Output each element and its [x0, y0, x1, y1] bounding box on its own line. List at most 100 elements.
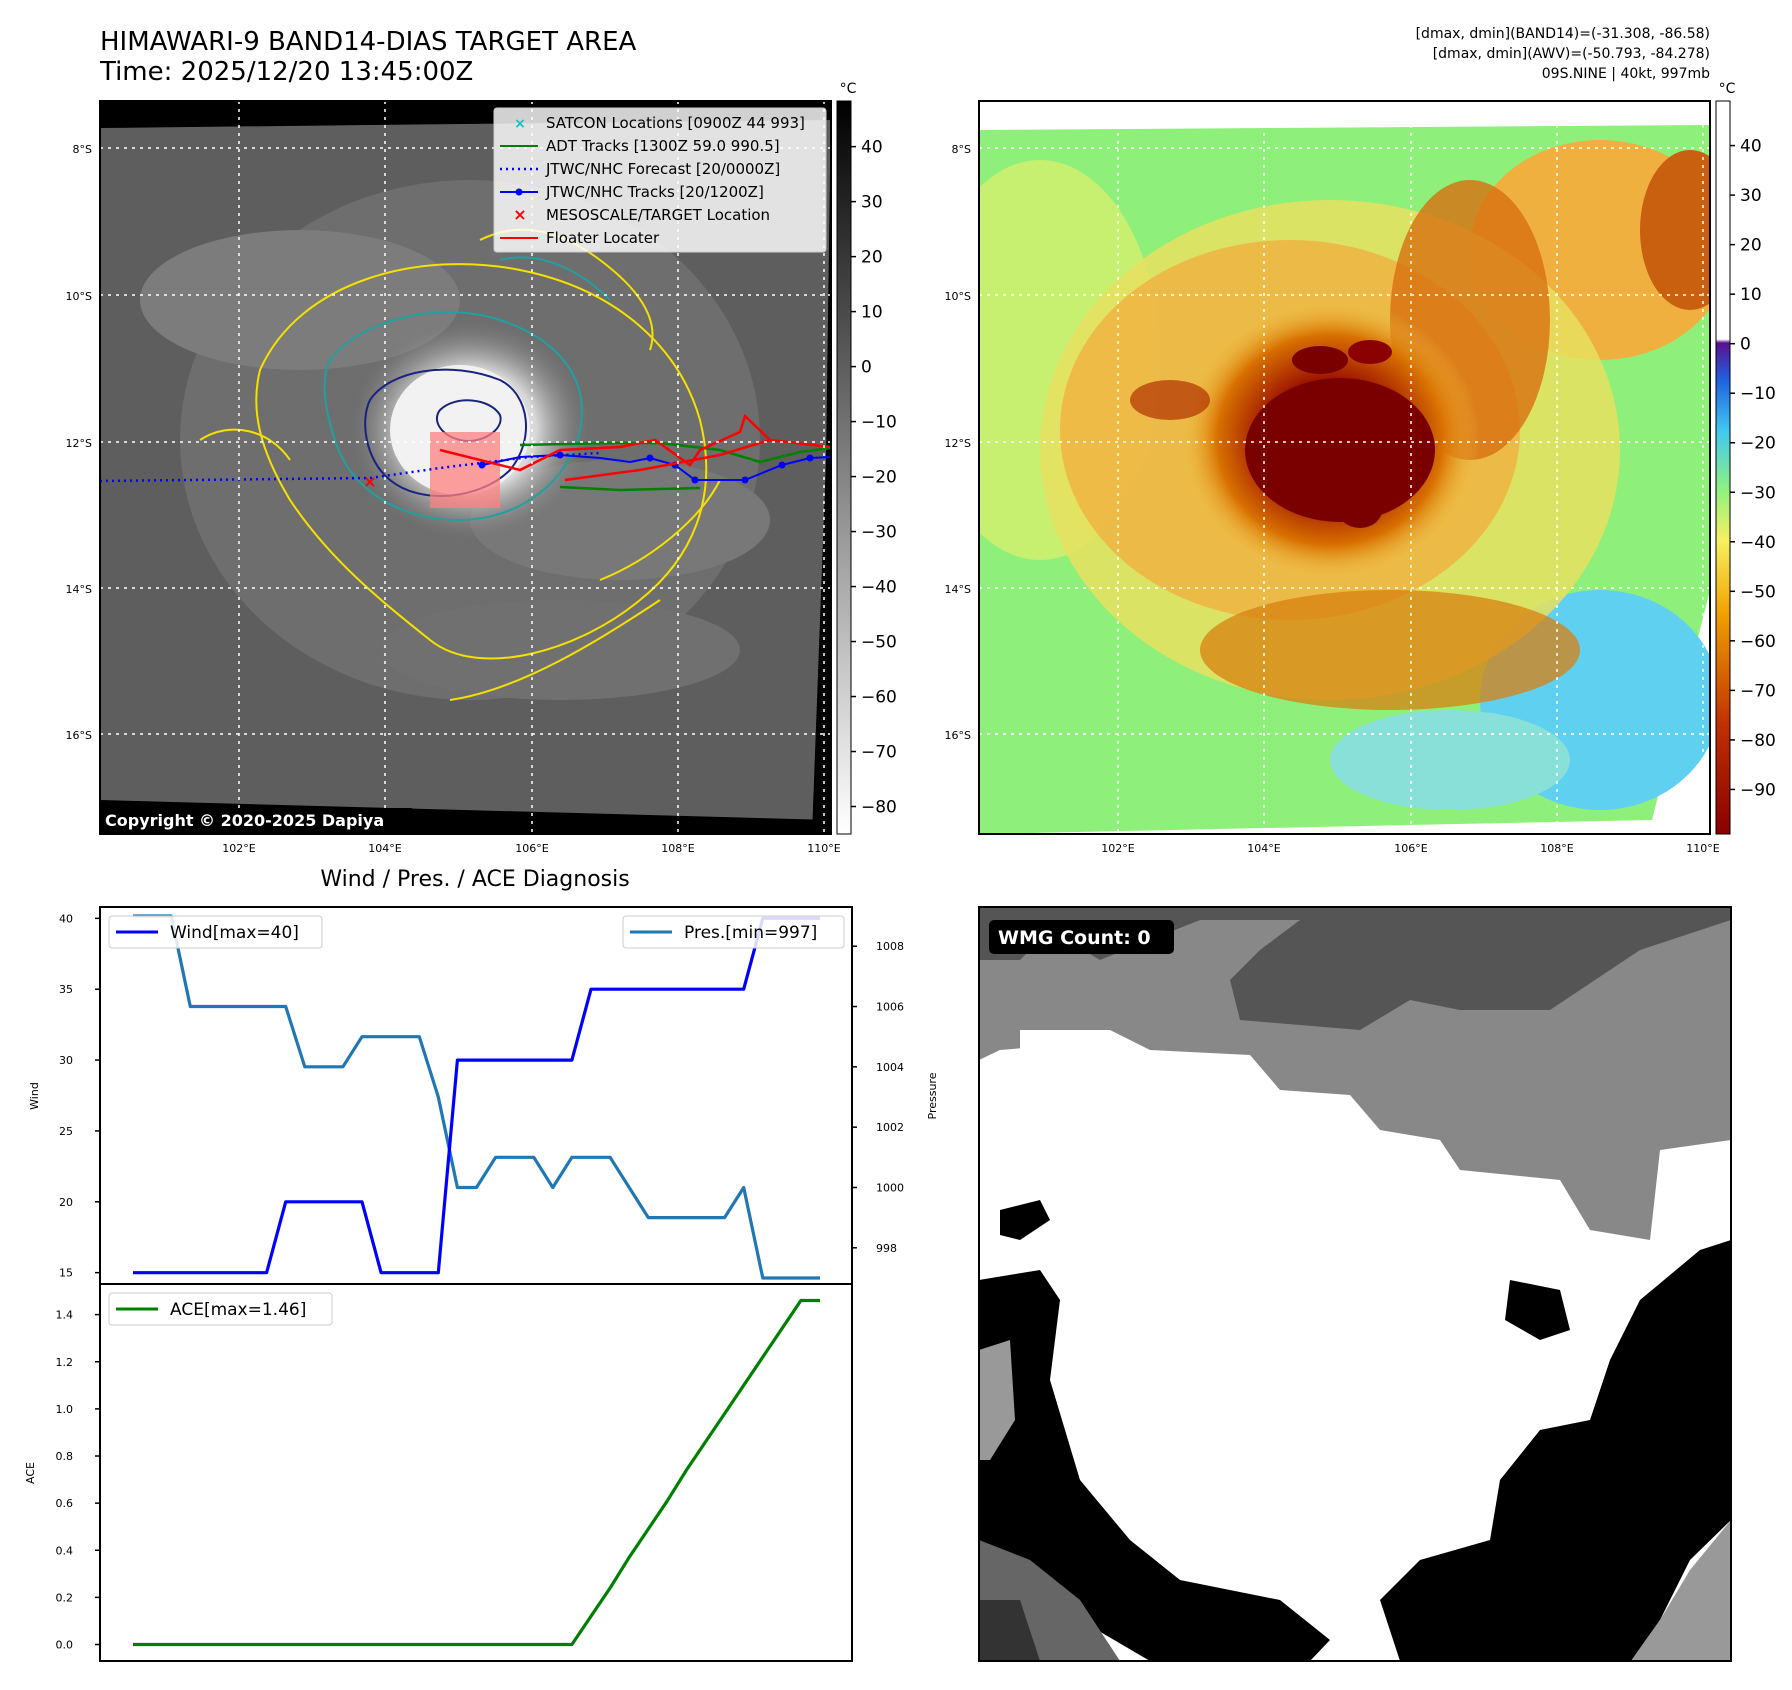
wind-tick-label: 25 — [59, 1125, 73, 1138]
figure-timestamp: Time: 2025/12/20 13:45:00Z — [99, 57, 473, 87]
lat-label: 12°S — [66, 437, 92, 450]
awv-image — [979, 101, 1710, 834]
pressure-tick-label: 1000 — [876, 1181, 904, 1194]
legend-label: MESOSCALE/TARGET Location — [546, 206, 770, 224]
lon-label: 108°E — [1540, 842, 1573, 855]
lat-label: 8°S — [952, 143, 971, 156]
colorbar-tick-label: −50 — [1740, 582, 1776, 602]
pressure-series-line — [133, 914, 820, 1280]
pressure-tick-label: 1006 — [876, 1001, 904, 1014]
lon-label: 110°E — [807, 842, 840, 855]
satcon-x-icon: × — [514, 116, 526, 132]
colorbar-tick-label: −60 — [861, 688, 897, 708]
wind-pressure-axes — [99, 906, 853, 1285]
wmg-count-label: WMG Count: 0 — [998, 927, 1151, 949]
wind-pressure-plot: 40 35 30 25 20 15 1008 1006 1004 1002 1000 998 — [59, 912, 904, 1279]
colorbar-tick-label: −60 — [1740, 632, 1776, 652]
band14-range-text: [dmax, dmin](BAND14)=(-31.308, -86.58) — [1416, 26, 1710, 42]
colorbar-tick-label: 0 — [1740, 335, 1751, 355]
colorbar-tick-label: −50 — [861, 633, 897, 653]
ace-legend: ACE[max=1.46] — [108, 1292, 333, 1326]
lon-label: 102°E — [1101, 842, 1134, 855]
colorbar-tick-label: −30 — [1740, 483, 1776, 503]
ace-tick-label: 0.8 — [56, 1450, 74, 1463]
lat-label: 12°S — [945, 437, 971, 450]
ace-tick-label: 0.4 — [56, 1544, 74, 1557]
wind-tick-label: 35 — [59, 983, 73, 996]
wind-tick-label: 40 — [59, 912, 73, 925]
legend-label: Floater Locater — [546, 229, 660, 247]
ir-satellite-panel: × × SATCON Locations [0900Z 44 993] ADT … — [66, 81, 897, 855]
wmg-image — [979, 907, 1731, 1661]
legend-item-target: × MESOSCALE/TARGET Location — [513, 205, 770, 224]
colorbar-tick-label: −80 — [1740, 731, 1776, 751]
colorbar-tick-label: 30 — [861, 193, 883, 213]
colorbar-unit: °C — [840, 81, 857, 97]
colorbar-tick-label: −40 — [861, 578, 897, 598]
legend-label: JTWC/NHC Tracks [20/1200Z] — [545, 183, 764, 201]
figure-title: HIMAWARI-9 BAND14-DIAS TARGET AREA — [100, 27, 637, 57]
pressure-tick-label: 998 — [876, 1242, 897, 1255]
pressure-tick-label: 1008 — [876, 940, 904, 953]
colorbar-tick-label: −90 — [1740, 780, 1776, 800]
wind-legend: Wind[max=40] — [108, 915, 323, 949]
colorbar-tick-label: 20 — [861, 248, 883, 268]
colorbar-tick-label: −10 — [861, 413, 897, 433]
legend-label: ADT Tracks [1300Z 59.0 990.5] — [546, 137, 780, 155]
colorbar-tick-label: −40 — [1740, 533, 1776, 553]
pressure-legend-label: Pres.[min=997] — [684, 923, 817, 943]
colorbar-tick-label: 0 — [861, 358, 872, 378]
wmg-panel: WMG Count: 0 — [978, 906, 1732, 1662]
lat-label: 8°S — [73, 143, 92, 156]
ace-tick-label: 1.4 — [56, 1309, 74, 1322]
wind-legend-label: Wind[max=40] — [170, 923, 299, 943]
ace-axes — [99, 1283, 853, 1662]
awv-colorbar: °C 40 30 20 10 0 −10 −20 −30 −40 −50 −60 −70 −80 −90 — [1715, 81, 1776, 835]
pressure-tick-label: 1002 — [876, 1121, 904, 1134]
legend-label: JTWC/NHC Forecast [20/0000Z] — [545, 160, 780, 178]
colorbar-tick-label: −80 — [861, 798, 897, 818]
ace-tick-label: 0.0 — [56, 1639, 74, 1652]
ir-lon-labels: 102°E 104°E 106°E 108°E 110°E — [222, 842, 840, 855]
colorbar-tick-label: 20 — [1740, 236, 1762, 256]
pressure-legend: Pres.[min=997] — [622, 915, 845, 949]
lon-label: 108°E — [661, 842, 694, 855]
target-x-icon: × — [513, 205, 526, 224]
ace-series-line — [133, 1298, 820, 1647]
ace-tick-label: 1.2 — [56, 1356, 74, 1369]
lat-label: 14°S — [66, 583, 92, 596]
lon-label: 110°E — [1686, 842, 1719, 855]
pressure-tick-label: 1004 — [876, 1061, 904, 1074]
lon-label: 104°E — [1247, 842, 1280, 855]
lat-label: 10°S — [66, 290, 92, 303]
ace-axis-label: ACE — [24, 1462, 37, 1484]
ir-colorbar: °C 40 30 20 10 0 −10 −20 −30 −40 −50 −60 −70 −80 — [836, 81, 897, 835]
diagnosis-panel: Wind / Pres. / ACE Diagnosis 40 35 30 25 20 1… — [24, 867, 939, 1662]
ace-plot: 1.4 1.2 1.0 0.8 0.6 0.4 0.2 0.0 — [56, 1298, 820, 1652]
pressure-axis-label: Pressure — [926, 1072, 939, 1119]
lat-label: 14°S — [945, 583, 971, 596]
lat-label: 16°S — [66, 729, 92, 742]
colorbar-tick-label: 10 — [861, 303, 883, 323]
copyright-label: Copyright © 2020-2025 Dapiya — [105, 811, 384, 830]
ace-tick-label: 0.2 — [56, 1591, 74, 1604]
colorbar-unit: °C — [1719, 81, 1736, 97]
lon-label: 106°E — [515, 842, 548, 855]
lat-label: 16°S — [945, 729, 971, 742]
colorbar-tick-label: −70 — [1740, 681, 1776, 701]
lon-label: 106°E — [1394, 842, 1427, 855]
colorbar-tick-label: −10 — [1740, 384, 1776, 404]
awv-satellite-panel: 8°S 10°S 12°S 14°S 16°S 102°E 104°E 106°… — [945, 81, 1776, 855]
colorbar-tick-label: −20 — [861, 468, 897, 488]
colorbar-tick-label: −30 — [861, 523, 897, 543]
lon-label: 102°E — [222, 842, 255, 855]
ace-tick-label: 1.0 — [56, 1403, 74, 1416]
colorbar-tick-label: 30 — [1740, 186, 1762, 206]
ace-legend-label: ACE[max=1.46] — [170, 1300, 306, 1320]
colorbar-tick-label: 10 — [1740, 285, 1762, 305]
lat-label: 10°S — [945, 290, 971, 303]
legend-item-forecast: JTWC/NHC Forecast [20/0000Z] — [500, 160, 780, 178]
legend-item-satcon: × SATCON Locations [0900Z 44 993] — [514, 114, 805, 132]
ir-legend: × SATCON Locations [0900Z 44 993] ADT Tr… — [493, 107, 827, 253]
